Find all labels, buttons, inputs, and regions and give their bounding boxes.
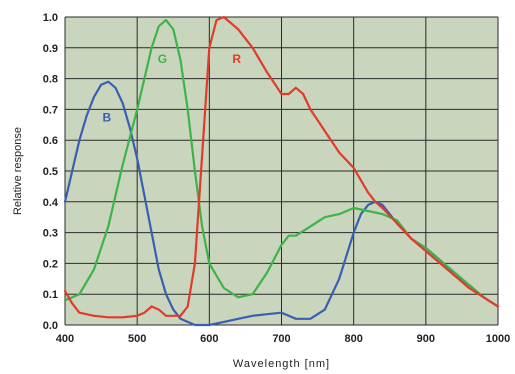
series-labels: B G R xyxy=(103,52,242,125)
x-axis-label: Wavelength [nm] xyxy=(233,358,330,370)
x-tick-label: 800 xyxy=(344,333,362,345)
y-tick-label: 0.5 xyxy=(43,166,58,178)
series-label-r: R xyxy=(232,52,241,66)
y-tick-label: 0.1 xyxy=(43,289,58,301)
series-lines xyxy=(63,15,500,327)
x-tick-label: 400 xyxy=(56,333,74,345)
x-tick-label: 600 xyxy=(200,333,218,345)
x-tick-labels: 400 500 600 700 800 900 1000 xyxy=(56,333,510,345)
x-tick-label: 900 xyxy=(417,333,435,345)
y-tick-label: 0.8 xyxy=(43,74,58,86)
y-tick-label: 0.4 xyxy=(43,197,59,209)
series-line-r xyxy=(63,15,500,319)
series-label-g: G xyxy=(158,52,167,66)
y-tick-label: 0.2 xyxy=(43,258,58,270)
y-tick-label: 0.7 xyxy=(43,104,58,116)
x-tick-label: 700 xyxy=(272,333,290,345)
grid-lines xyxy=(64,16,499,326)
y-tick-label: 0.3 xyxy=(43,228,58,240)
y-tick-labels: 0.0 0.1 0.2 0.3 0.4 0.5 0.6 0.7 0.8 0.9 1.0 xyxy=(43,12,59,332)
y-tick-label: 0.6 xyxy=(43,135,58,147)
x-tick-label: 500 xyxy=(128,333,146,345)
x-tick-label: 1000 xyxy=(486,333,510,345)
y-tick-label: 1.0 xyxy=(43,12,58,24)
y-axis-label: Relative response xyxy=(12,127,24,215)
series-label-b: B xyxy=(103,111,112,125)
y-tick-label: 0.9 xyxy=(43,43,58,55)
y-tick-label: 0.0 xyxy=(43,320,58,332)
